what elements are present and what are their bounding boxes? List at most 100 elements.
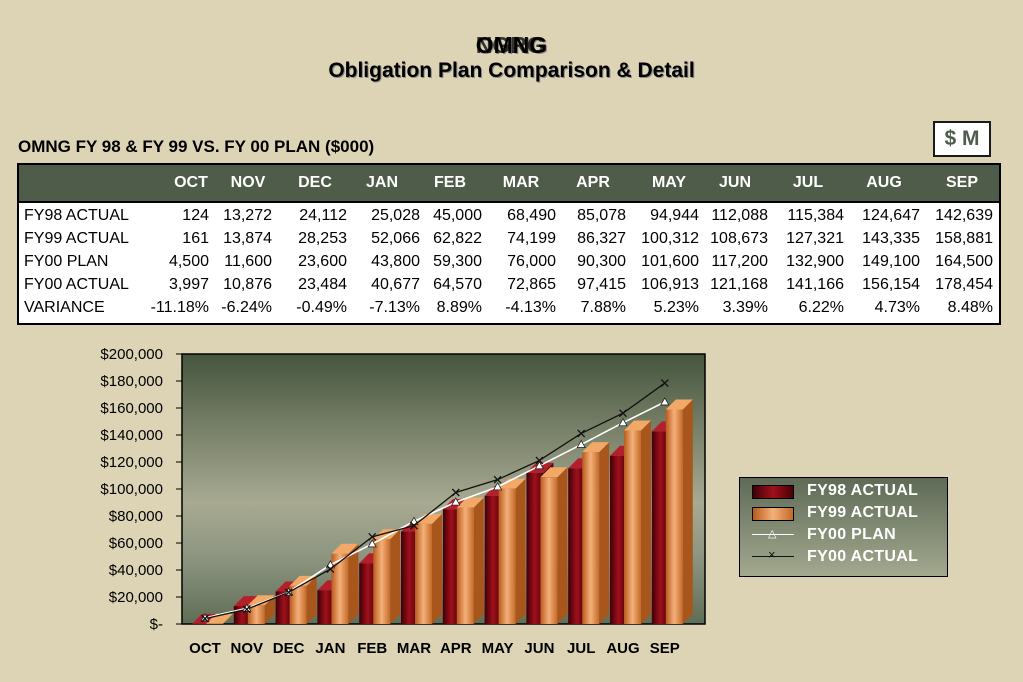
table-cell: 4.73%	[874, 299, 920, 316]
table-cell: 121,168	[710, 276, 768, 293]
table-cell: 23,484	[298, 276, 347, 293]
marker-fy00-plan-may	[492, 482, 503, 491]
x-tick-label: FEB	[357, 640, 387, 657]
table-cell: 158,881	[935, 230, 993, 247]
row-label: FY00 ACTUAL	[24, 276, 129, 293]
x-tick-label: MAY	[482, 640, 514, 657]
table-cell: 8.89%	[436, 299, 482, 316]
bar-fy99-jun	[540, 467, 568, 624]
marker-fy00-plan-feb	[367, 539, 377, 548]
table-cell: 141,166	[786, 276, 844, 293]
row-label: FY99 ACTUAL	[24, 230, 129, 247]
marker-fy00-actual-may	[493, 475, 502, 484]
table-cell: 124	[182, 207, 209, 224]
bar-fy99-may	[498, 478, 526, 624]
table-cell: 143,335	[862, 230, 920, 247]
marker-fy00-actual-apr	[451, 488, 460, 497]
table-cell: 5.23%	[653, 299, 699, 316]
legend-label: FY00 ACTUAL	[807, 548, 919, 565]
bar-fy99-dec	[289, 575, 317, 624]
y-tick-label: $120,000	[100, 454, 163, 471]
y-tick-label: $40,000	[109, 562, 163, 579]
x-tick-label: JAN	[315, 640, 345, 657]
table-cell: -7.13%	[369, 299, 420, 316]
table-cell: 8.48%	[947, 299, 993, 316]
column-header-jul: JUL	[792, 174, 824, 191]
table-cell: 7.88%	[580, 299, 626, 316]
table-cell: -6.24%	[221, 299, 272, 316]
legend-label: FY99 ACTUAL	[807, 504, 919, 521]
table-cell: 40,677	[371, 276, 420, 293]
marker-fy00-plan-aug	[618, 417, 628, 427]
table-row: FY98 ACTUAL 124 13,272 24,112 25,028 45,000 68…	[19, 207, 999, 230]
table-cell: 132,900	[786, 253, 844, 270]
y-tick-label: $80,000	[109, 508, 163, 525]
bar-fy99-feb	[373, 529, 401, 624]
row-label: VARIANCE	[24, 299, 105, 316]
x-marker-icon: ×	[768, 547, 776, 562]
bar-fy99-jan	[331, 543, 359, 624]
table-row: VARIANCE -11.18% -6.24% -0.49% -7.13% 8.89% -4…	[19, 299, 999, 322]
x-tick-label: JUL	[567, 640, 595, 657]
table-cell: -4.13%	[505, 299, 556, 316]
y-tick-label: $-	[150, 616, 163, 633]
table-cell: 68,490	[507, 207, 556, 224]
title-line1: OMNG NGRG	[476, 32, 548, 58]
marker-fy00-actual-jul	[577, 429, 586, 438]
legend-swatch	[752, 507, 794, 521]
data-table: OCT NOV DEC JAN FEB MAR APR MAY JUN JUL AUG SEP FY9…	[17, 163, 1001, 325]
marker-fy00-actual-oct	[201, 614, 209, 623]
column-header-may: MAY	[651, 174, 687, 191]
y-tick-label: $180,000	[100, 373, 163, 390]
table-cell: 4,500	[168, 253, 209, 270]
table-cell: 142,639	[935, 207, 993, 224]
y-tick-label: $140,000	[100, 427, 163, 444]
table-cell: 124,647	[862, 207, 920, 224]
column-header-jan: JAN	[365, 174, 398, 191]
legend-item: FY99 ACTUAL	[740, 502, 947, 524]
triangle-marker-icon: △	[768, 528, 777, 540]
table-cell: 178,454	[935, 276, 993, 293]
table-cell: 108,673	[710, 230, 768, 247]
units-badge: $ M	[933, 121, 991, 157]
marker-fy00-actual-jun	[535, 456, 544, 465]
table-cell: -0.49%	[296, 299, 347, 316]
table-cell: 10,876	[223, 276, 272, 293]
table-cell: 59,300	[433, 253, 482, 270]
y-tick-label: $200,000	[100, 346, 163, 363]
y-tick-label: $20,000	[109, 589, 163, 606]
x-tick-label: SEP	[650, 640, 680, 657]
row-label: FY98 ACTUAL	[24, 207, 129, 224]
bar-fy99-apr	[456, 497, 484, 624]
bar-fy99-mar	[415, 513, 442, 624]
table-row: FY00 PLAN 4,500 11,600 23,600 43,800 59,300 76…	[19, 253, 999, 276]
table-cell: 74,199	[507, 230, 556, 247]
marker-fy00-actual-feb	[368, 532, 377, 541]
x-tick-label: OCT	[189, 640, 221, 657]
table-cell: 24,112	[299, 207, 347, 224]
table-cell: 45,000	[433, 207, 482, 224]
page-title: OMNG NGRG Obligation Plan Comparison & D…	[0, 32, 1023, 84]
table-cell: 52,066	[371, 230, 420, 247]
table-cell: 11,600	[224, 253, 272, 270]
legend-item: × FY00 ACTUAL	[740, 546, 947, 568]
marker-fy00-plan-jan	[325, 560, 336, 569]
table-cell: 6.22%	[798, 299, 844, 316]
marker-fy00-actual-sep	[660, 379, 669, 388]
table-cell: 100,312	[641, 230, 699, 247]
table-cell: 101,600	[641, 253, 699, 270]
x-tick-label: MAR	[397, 640, 431, 657]
table-cell: 43,800	[371, 253, 420, 270]
marker-fy00-actual-nov	[242, 605, 251, 614]
column-header-nov: NOV	[230, 174, 266, 191]
legend-label: FY98 ACTUAL	[807, 482, 919, 499]
table-cell: 127,321	[786, 230, 844, 247]
table-cell: 25,028	[371, 207, 420, 224]
bar-fy99-nov	[247, 595, 275, 624]
bar-fy99-oct	[206, 613, 233, 624]
y-tick-label: $60,000	[109, 535, 163, 552]
column-header-oct: OCT	[174, 174, 208, 191]
column-header-sep: SEP	[945, 174, 978, 191]
table-cell: 90,300	[577, 253, 626, 270]
marker-fy00-actual-dec	[284, 588, 293, 597]
